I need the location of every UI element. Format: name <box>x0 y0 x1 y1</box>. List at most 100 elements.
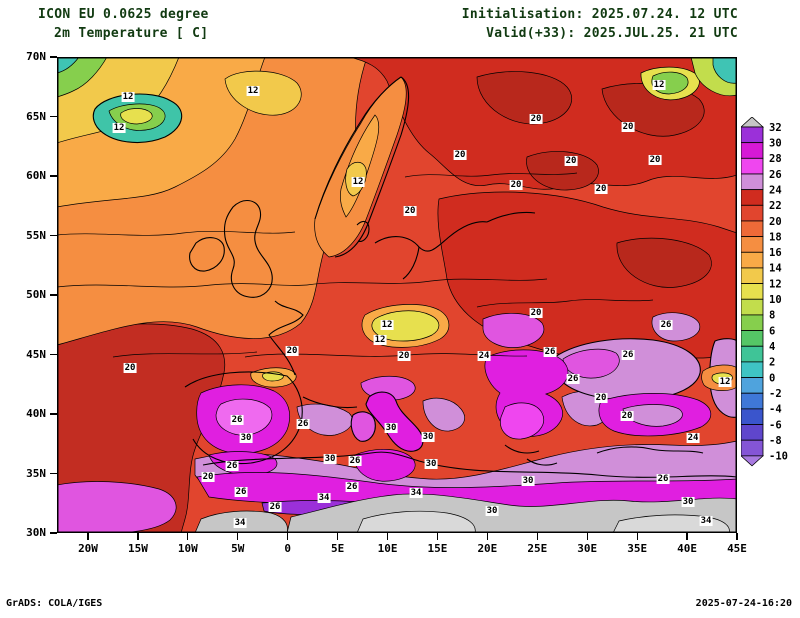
legend-swatch <box>740 236 764 253</box>
lon-tick-mark <box>137 533 139 540</box>
lon-tick-label: 20W <box>78 542 98 555</box>
grads-credit: GrADS: COLA/IGES <box>6 598 103 609</box>
legend-swatch <box>740 408 764 425</box>
lat-tick-label: 70N <box>26 50 46 63</box>
legend-swatch <box>740 314 764 331</box>
lon-tick-label: 35E <box>627 542 648 555</box>
legend-swatch <box>740 251 764 269</box>
legend-swatch <box>740 283 764 300</box>
lat-tick-mark <box>50 294 57 296</box>
lat-tick-label: 65N <box>26 109 46 123</box>
lon-tick-mark <box>337 533 339 540</box>
lon-tick-mark <box>636 533 638 540</box>
legend-tick-label: 22 <box>769 200 782 212</box>
lon-tick-label: 5W <box>231 542 245 555</box>
lat-tick-label: 40N <box>26 407 46 420</box>
model-title: ICON EU 0.0625 degree <box>38 7 209 22</box>
legend-swatch <box>740 173 764 191</box>
lon-tick-mark <box>736 533 738 540</box>
lon-tick-mark <box>536 533 538 540</box>
legend-tick-label: 24 <box>769 184 782 196</box>
legend-swatch <box>740 377 764 394</box>
legend-tick-label: -4 <box>769 404 782 416</box>
lon-tick-mark <box>686 533 688 540</box>
lat-tick-label: 35N <box>26 466 46 480</box>
lon-tick-label: 40E <box>677 542 697 555</box>
lat-tick-label: 45N <box>26 347 46 361</box>
legend-swatch <box>740 126 764 144</box>
valid-time: Valid(+33): 2025.JUL.25. 21 UTC <box>486 26 738 41</box>
legend-tick-label: -8 <box>769 435 782 447</box>
lon-tick-label: 45E <box>727 542 747 555</box>
legend-tick-label: 20 <box>769 216 782 228</box>
legend-swatch <box>740 142 764 159</box>
lon-tick-label: 30E <box>577 542 598 555</box>
lat-tick-mark <box>50 413 57 415</box>
temperature-map-svg <box>57 57 737 533</box>
longitude-axis: 20W 15W 10W 5W 0 5E 10E 15E 20E 25E 30E 35E 40E 45E <box>57 533 747 561</box>
legend-tick-label: 0 <box>769 372 775 384</box>
legend-tick-label: 12 <box>769 278 782 290</box>
lon-tick-mark <box>287 533 289 540</box>
lon-tick-mark <box>486 533 488 540</box>
lon-tick-label: 10E <box>377 542 398 555</box>
lat-tick-label: 60N <box>26 169 46 182</box>
legend-tick-label: -10 <box>769 451 788 463</box>
legend-swatch <box>740 204 764 222</box>
legend-tick-label: 26 <box>769 169 782 181</box>
lon-tick-mark <box>586 533 588 540</box>
legend-swatch <box>740 298 764 316</box>
legend-swatch <box>740 220 764 238</box>
legend-tick-label: -2 <box>769 388 782 400</box>
legend-tick-label: 6 <box>769 325 775 337</box>
map-frame-rect <box>57 57 737 533</box>
lat-tick-mark <box>50 532 57 534</box>
lat-tick-mark <box>50 472 57 475</box>
legend-tick-label: 4 <box>769 341 775 353</box>
creation-timestamp: 2025-07-24-16:20 <box>695 598 792 609</box>
contour-lines <box>57 172 654 358</box>
lon-tick-label: 15E <box>427 542 448 555</box>
legend-tick-label: 10 <box>769 294 782 306</box>
lon-tick-mark <box>386 533 389 540</box>
legend-swatch <box>740 189 764 206</box>
lat-tick-label: 55N <box>26 228 46 242</box>
lon-tick-mark <box>87 533 89 540</box>
lon-tick-label: 5E <box>330 542 345 555</box>
lon-tick-label: 0 <box>284 542 291 555</box>
legend-tick-label: 32 <box>769 122 782 134</box>
initialisation-time: Initialisation: 2025.07.24. 12 UTC <box>461 7 738 22</box>
lat-tick-label: 50N <box>26 288 46 301</box>
lon-tick-label: 10W <box>177 542 198 555</box>
legend-tick-label: 28 <box>769 153 782 165</box>
lon-tick-mark <box>187 533 189 540</box>
temperature-legend: 32 30 28 26 24 22 20 18 16 14 12 10 8 6 4 2 0 -2 -4 -6 -8 -10 <box>739 116 800 469</box>
legend-tick-label: -6 <box>769 419 782 431</box>
legend-tick-label: 8 <box>769 310 775 322</box>
legend-swatch <box>740 345 764 363</box>
legend-swatch <box>740 392 764 410</box>
legend-tick-label: 14 <box>769 263 782 275</box>
lat-tick-mark <box>50 175 57 177</box>
lon-tick-label: 15W <box>127 542 148 555</box>
map: 12 12 12 12 20 20 20 20 20 12 20 20 20 20 20 12 12 20 24 26… <box>26 50 747 555</box>
legend-swatch <box>740 361 764 378</box>
lon-tick-mark <box>237 533 239 540</box>
legend-swatch <box>740 330 764 347</box>
lat-tick-mark <box>50 115 57 118</box>
legend-tick-label: 16 <box>769 247 782 259</box>
variable-title: 2m Temperature [ C] <box>54 26 209 41</box>
legend-swatch <box>740 439 764 457</box>
legend-tick-label: 2 <box>769 357 775 369</box>
lat-tick-label: 30N <box>26 526 46 539</box>
legend-arrow-top <box>739 116 765 128</box>
temperature-field <box>57 57 737 533</box>
legend-tick-label: 30 <box>769 137 782 149</box>
lon-tick-label: 25E <box>527 542 548 555</box>
lat-tick-mark <box>50 353 57 356</box>
lat-tick-mark <box>50 234 57 237</box>
legend-tick-label: 18 <box>769 231 782 243</box>
lat-tick-mark <box>50 56 57 58</box>
lon-tick-mark <box>436 533 439 540</box>
